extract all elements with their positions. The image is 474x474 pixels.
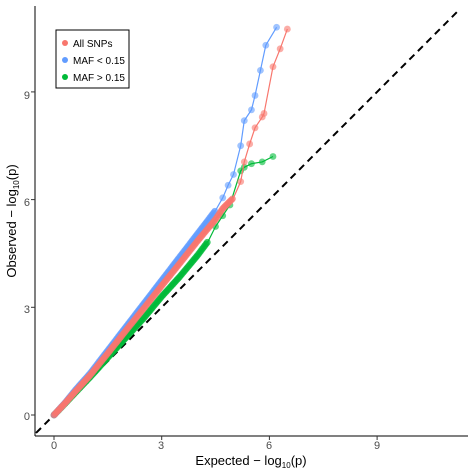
data-point: [248, 160, 255, 168]
data-point: [262, 41, 270, 49]
ticks: 0 3 6 9 0 3 6 9: [24, 90, 380, 452]
data-point: [237, 178, 245, 186]
legend: All SNPs MAF < 0.15 MAF > 0.15: [55, 29, 130, 89]
x-axis-title: Expected − log10(p): [195, 453, 306, 470]
y-axis-title-suffix: (p): [4, 164, 19, 180]
legend-label-maf-low: MAF < 0.15: [73, 56, 125, 67]
x-tick-label: 6: [266, 440, 272, 452]
series-all-snps: [50, 25, 291, 419]
y-axis-title-prefix: Observed − log: [4, 189, 19, 278]
data-point: [230, 171, 237, 178]
y-axis-title: Observed − log10(p): [4, 164, 21, 277]
data-point: [248, 106, 255, 114]
y-tick-label: 6: [24, 197, 30, 209]
data-point: [258, 158, 266, 166]
data-point: [257, 66, 264, 74]
legend-label-all-snps: All SNPs: [73, 39, 112, 50]
legend-label-maf-high: MAF > 0.15: [73, 73, 125, 84]
data-point: [269, 153, 277, 160]
x-tick-label: 0: [51, 440, 57, 452]
x-axis-title-subscript: 10: [282, 461, 291, 470]
data-point: [240, 158, 248, 166]
data-point: [240, 117, 248, 125]
data-point: [276, 45, 284, 53]
plot-area: [35, 8, 461, 434]
y-tick-label: 9: [24, 90, 30, 102]
data-point: [260, 110, 268, 117]
x-tick-label: 9: [374, 440, 380, 452]
legend-key-all-snps: [62, 40, 68, 46]
legend-box: [55, 29, 130, 89]
y-tick-label: 0: [24, 411, 30, 423]
x-axis-title-suffix: (p): [291, 453, 307, 468]
y-axis-title-subscript: 10: [12, 180, 21, 189]
data-point: [237, 142, 245, 150]
data-point: [219, 194, 227, 202]
data-point: [224, 181, 232, 189]
data-point: [283, 25, 291, 33]
legend-key-maf-high: [62, 74, 68, 80]
legend-key-maf-low: [62, 57, 68, 63]
data-point: [251, 124, 259, 132]
data-point: [251, 92, 259, 99]
data-point: [229, 195, 236, 203]
data-point: [273, 23, 280, 31]
x-tick-label: 3: [158, 440, 164, 452]
data-point: [203, 238, 211, 246]
y-tick-label: 3: [24, 304, 30, 316]
x-axis-title-prefix: Expected − log: [195, 453, 281, 468]
axes: [31, 6, 468, 440]
data-point: [246, 140, 254, 148]
data-point: [269, 63, 277, 71]
